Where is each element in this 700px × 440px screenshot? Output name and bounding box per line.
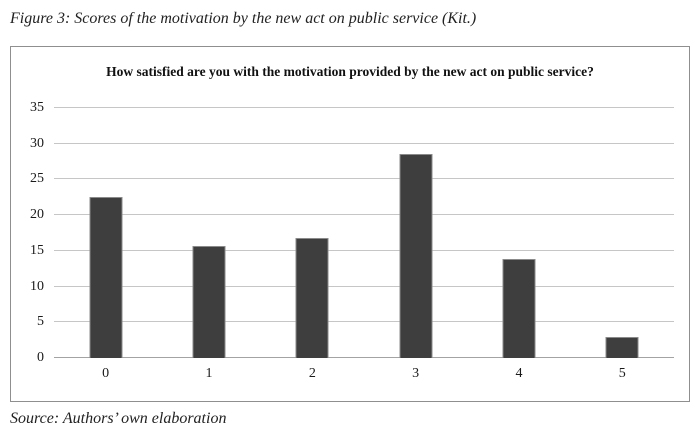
- x-tick-label: 0: [102, 366, 110, 381]
- y-tick-label: 25: [30, 171, 44, 187]
- y-tick-label: 20: [30, 207, 44, 223]
- source-note: Source: Authors’ own elaboration: [10, 410, 227, 427]
- bar-category-0: [89, 197, 123, 358]
- bar-category-5: [605, 337, 639, 358]
- x-tick-label: 3: [412, 366, 420, 381]
- x-tick-label: 2: [308, 366, 316, 381]
- gridline-5: [54, 321, 674, 323]
- chart-title: How satisfied are you with the motivatio…: [106, 64, 594, 79]
- plot-area: 35 30 25 20 15 10 5 0 0 1 2 3 4 5: [30, 101, 674, 381]
- gridline-20: [54, 214, 674, 216]
- bar-category-1: [192, 245, 226, 358]
- chart-frame: How satisfied are you with the motivatio…: [10, 46, 690, 402]
- bar-slot-0: 0: [54, 108, 157, 381]
- x-tick-label: 4: [515, 366, 523, 381]
- y-tick-label: 10: [30, 278, 44, 294]
- bar-category-4: [502, 258, 536, 358]
- gridline-10: [54, 285, 674, 287]
- bars-layer: 0 1 2 3 4 5: [54, 108, 674, 381]
- y-tick-label: 35: [30, 100, 44, 115]
- y-tick-label: 0: [37, 350, 44, 365]
- x-tick-label: 5: [618, 366, 626, 381]
- y-tick-label: 5: [37, 314, 44, 330]
- gridline-25: [54, 178, 674, 180]
- gridline-30: [54, 142, 674, 144]
- bar-slot-1: 1: [157, 108, 260, 381]
- gridline-35: [54, 107, 674, 108]
- y-tick-label: 15: [30, 242, 44, 258]
- x-tick-label: 1: [205, 366, 213, 381]
- bar-slot-3: 3: [364, 108, 467, 381]
- gridline-15: [54, 249, 674, 251]
- gridline-0: [54, 357, 674, 358]
- bar-category-3: [399, 153, 433, 358]
- figure-caption: Figure 3: Scores of the motivation by th…: [10, 10, 477, 27]
- y-tick-label: 30: [30, 135, 44, 151]
- bar-slot-4: 4: [467, 108, 570, 381]
- bar-slot-5: 5: [571, 108, 674, 381]
- bar-category-2: [295, 238, 329, 358]
- bar-slot-2: 2: [261, 108, 364, 381]
